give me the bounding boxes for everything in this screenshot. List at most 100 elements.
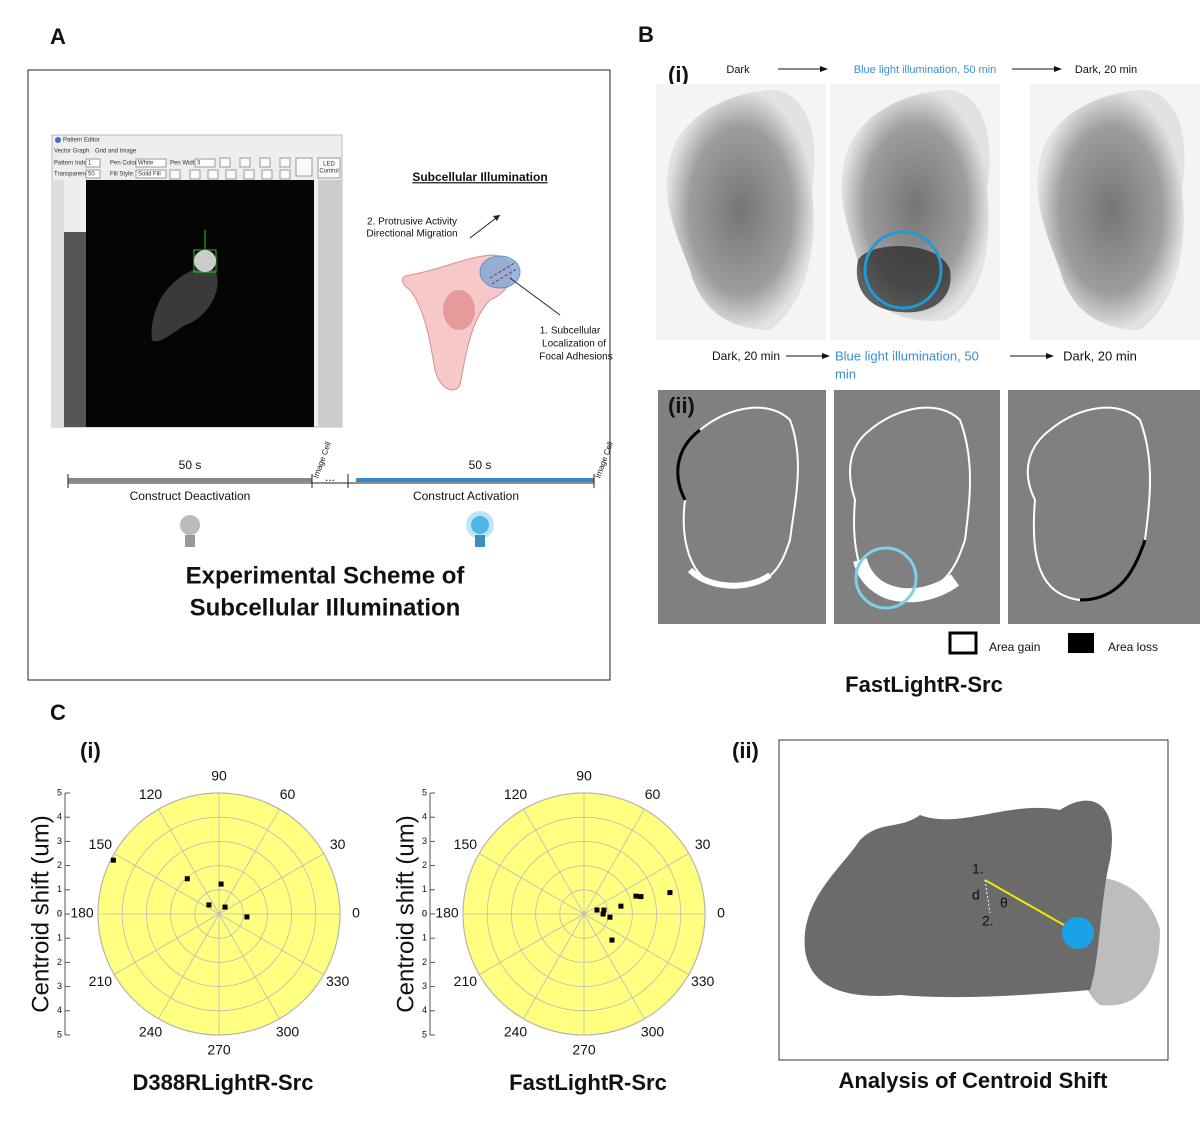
- theta-tick-label: 270: [572, 1042, 596, 1058]
- field-value[interactable]: White: [138, 161, 154, 167]
- field-label: Pen Width:: [170, 161, 200, 167]
- theta-tick-label: 210: [89, 973, 113, 989]
- phase-label: Construct Activation: [413, 489, 519, 503]
- grid-spoke: [583, 853, 689, 915]
- r-tick-label: 3: [57, 836, 62, 846]
- grid-spoke: [218, 809, 280, 915]
- legend-label: Area gain: [989, 640, 1040, 654]
- data-point: [110, 857, 116, 863]
- step-label: min: [835, 366, 856, 381]
- chart-title: FastLightR-Src: [509, 1070, 667, 1095]
- theta-tick-label: 300: [641, 1023, 665, 1039]
- legend-label: Area loss: [1108, 640, 1158, 654]
- diagram-label: 2. Protrusive Activity: [367, 217, 457, 228]
- theta-tick-label: 120: [504, 786, 528, 802]
- step-label: Dark: [726, 64, 750, 76]
- field-value[interactable]: 3: [197, 161, 201, 167]
- grid-spoke: [158, 809, 220, 915]
- r-tick-label: 3: [57, 981, 62, 991]
- field-label: Pattern Index:: [54, 161, 92, 167]
- phase-label: Construct Deactivation: [130, 489, 251, 503]
- grid-spoke: [479, 853, 585, 915]
- r-tick-label: 1: [57, 884, 62, 894]
- data-point: [667, 890, 673, 896]
- r-tick-label: 0: [422, 908, 427, 918]
- step-label: Dark, 20 min: [1063, 348, 1137, 363]
- grid-spoke: [523, 809, 585, 915]
- data-point: [218, 881, 224, 887]
- theta-tick-label: 120: [139, 786, 163, 802]
- data-point: [222, 904, 228, 910]
- pattern-editor: Pattern Editor Vector Graph Grid and Ima…: [51, 134, 343, 428]
- panel-a-title: Experimental Scheme of: [186, 562, 466, 589]
- theta-tick-label: 180: [435, 905, 459, 921]
- field-label: Transparency:: [54, 172, 92, 178]
- data-point: [594, 907, 600, 913]
- grid-spoke: [218, 853, 324, 915]
- area-maps: [658, 390, 1200, 624]
- panel-letter: C: [50, 700, 66, 725]
- row-label: (ii): [732, 738, 759, 763]
- image-label: Image Cell: [593, 440, 615, 479]
- r-tick-label: 5: [57, 787, 62, 797]
- theta-tick-label: 0: [352, 905, 360, 921]
- led-button[interactable]: LED: [323, 162, 335, 168]
- tab[interactable]: Grid and Image: [95, 149, 137, 155]
- data-point: [609, 937, 615, 943]
- grid-spoke: [583, 913, 689, 975]
- r-tick-label: 1: [422, 933, 427, 943]
- timeline: 50 s 50 s Image Cell Image Cell ... Cons…: [67, 440, 615, 547]
- r-axis-label: Centroid shift (um): [392, 815, 419, 1012]
- r-tick-label: 3: [422, 981, 427, 991]
- theta-tick-label: 60: [280, 786, 296, 802]
- led-button[interactable]: Control: [319, 169, 338, 175]
- grid-spoke: [479, 913, 585, 975]
- cell-diagram: Subcellular Illumination 2. Protrusive A…: [366, 170, 613, 391]
- theta-tick-label: 330: [691, 973, 715, 989]
- field-value[interactable]: Solid Fill: [138, 172, 161, 178]
- panel-a-title: Subcellular Illumination: [190, 594, 461, 621]
- r-tick-label: 5: [57, 1029, 62, 1039]
- data-point: [184, 876, 190, 882]
- field-label: Pen Color:: [110, 161, 139, 167]
- r-tick-label: 1: [422, 884, 427, 894]
- data-point: [607, 914, 613, 920]
- r-tick-label: 1: [57, 933, 62, 943]
- grid-spoke: [523, 913, 585, 1019]
- field-value[interactable]: 1: [88, 161, 92, 167]
- ellipsis: ...: [325, 470, 335, 484]
- r-axis-label: Centroid shift (um): [27, 815, 54, 1012]
- theta-tick-label: 240: [504, 1023, 528, 1039]
- r-tick-label: 2: [422, 860, 427, 870]
- theta-tick-label: 300: [276, 1023, 300, 1039]
- theta-tick-label: 210: [454, 973, 478, 989]
- panel-letter: B: [638, 22, 654, 47]
- theta-tick-label: 150: [454, 836, 478, 852]
- r-tick-label: 0: [57, 908, 62, 918]
- r-tick-label: 2: [57, 957, 62, 967]
- diagram-label: Localization of: [542, 339, 606, 350]
- row-label: (ii): [668, 393, 695, 418]
- theta-tick-label: 60: [645, 786, 661, 802]
- data-point: [206, 902, 212, 908]
- grid-spoke: [218, 913, 280, 1019]
- data-point: [244, 914, 250, 920]
- diagram-label: Focal Adhesions: [539, 352, 612, 363]
- data-point: [601, 907, 607, 913]
- distance-label: d: [972, 887, 980, 903]
- tab[interactable]: Vector Graph: [54, 149, 89, 155]
- panel-c-title: Analysis of Centroid Shift: [839, 1068, 1109, 1093]
- row-label: (i): [80, 738, 101, 763]
- grid-spoke: [158, 913, 220, 1019]
- duration: 50 s: [469, 458, 492, 472]
- theta-tick-label: 270: [207, 1042, 231, 1058]
- r-tick-label: 2: [57, 860, 62, 870]
- grid-spoke: [583, 809, 645, 915]
- r-tick-label: 3: [422, 836, 427, 846]
- r-tick-label: 0: [422, 908, 427, 918]
- field-value[interactable]: 50: [88, 172, 95, 178]
- step-label: Blue light illumination, 50 min: [854, 64, 996, 76]
